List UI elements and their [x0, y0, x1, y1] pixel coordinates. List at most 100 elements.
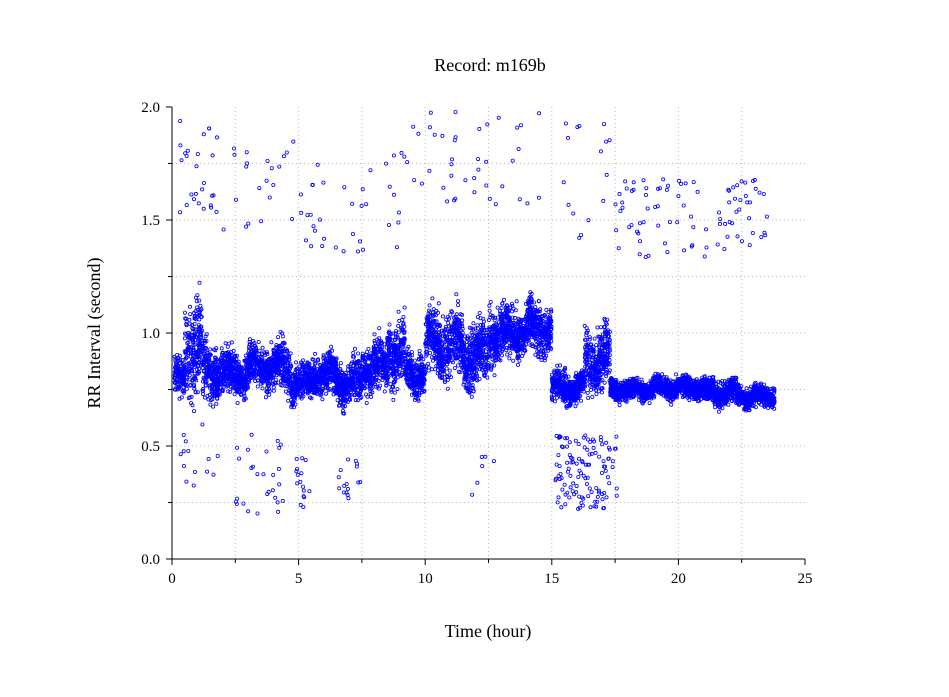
- rr-data-point: [278, 382, 283, 387]
- rr-data-point: [207, 383, 212, 388]
- rr-data-point: [280, 331, 285, 336]
- rr-data-point: [293, 370, 298, 375]
- rr-data-point: [188, 312, 193, 317]
- rr-data-point: [514, 299, 519, 304]
- rr-data-point: [220, 387, 225, 392]
- rr-data-point: [471, 321, 476, 326]
- rr-data-point: [179, 395, 184, 400]
- rr-data-point: [252, 362, 257, 367]
- rr-data-point: [284, 354, 289, 359]
- rr-data-point: [195, 371, 200, 376]
- rr-data-point: [417, 349, 422, 354]
- rr-data-point: [236, 359, 241, 364]
- rr-data-point: [186, 345, 191, 350]
- rr-data-point: [281, 379, 286, 384]
- rr-data-point: [262, 372, 267, 377]
- rr-data-point: [430, 296, 435, 301]
- rr-data-point: [368, 394, 373, 399]
- rr-data-point: [188, 382, 193, 387]
- rr-data-point: [253, 358, 258, 363]
- rr-data-point: [279, 362, 284, 367]
- rr-data-point: [487, 308, 492, 313]
- rr-data-point: [213, 355, 218, 360]
- rr-data-point: [392, 390, 397, 395]
- rr-data-point: [214, 374, 219, 379]
- rr-data-point: [250, 360, 255, 365]
- rr-data-point: [218, 385, 223, 390]
- rr-data-point: [281, 377, 286, 382]
- rr-data-point: [184, 382, 189, 387]
- rr-data-point: [520, 353, 525, 358]
- rr-data-point: [182, 336, 187, 341]
- rr-data-point: [282, 349, 287, 354]
- rr-data-point: [431, 307, 436, 312]
- rr-data-point: [207, 352, 212, 357]
- rr-data-point: [281, 340, 286, 345]
- rr-data-point: [259, 377, 264, 382]
- rr-data-point: [447, 368, 452, 373]
- rr-data-point: [184, 375, 189, 380]
- rr-data-point: [247, 379, 252, 384]
- rr-data-point: [234, 366, 239, 371]
- rr-data-point: [235, 400, 240, 405]
- rr-data-point: [507, 356, 512, 361]
- rr-data-point: [193, 316, 198, 321]
- rr-data-point: [214, 346, 219, 351]
- rr-data-point: [225, 374, 230, 379]
- rr-data-point: [445, 386, 450, 391]
- rr-data-point: [265, 351, 270, 356]
- rr-data-point: [273, 377, 278, 382]
- rr-data-point: [192, 321, 197, 326]
- rr-data-point: [495, 305, 500, 310]
- rr-data-point: [251, 369, 256, 374]
- rr-data-point: [247, 342, 252, 347]
- rr-data-point: [244, 385, 249, 390]
- rr-data-point: [193, 390, 198, 395]
- rr-data-point: [287, 354, 292, 359]
- rr-data-point: [194, 317, 199, 322]
- rr-data-point: [182, 310, 187, 315]
- rr-data-point: [190, 322, 195, 327]
- rr-data-point: [260, 345, 265, 350]
- rr-data-point: [176, 373, 181, 378]
- rr-data-point: [209, 389, 214, 394]
- rr-data-point: [225, 350, 230, 355]
- rr-data-point: [178, 361, 183, 366]
- rr-data-point: [511, 358, 516, 363]
- rr-data-point: [269, 340, 274, 345]
- rr-data-point: [213, 357, 218, 362]
- rr-data-point: [177, 379, 182, 384]
- rr-data-point: [338, 361, 343, 366]
- rr-data-point: [183, 351, 188, 356]
- rr-data-point: [269, 370, 274, 375]
- rr-data-point: [214, 392, 219, 397]
- rr-data-point: [272, 372, 277, 377]
- rr-data-point: [242, 396, 247, 401]
- rr-data-point: [187, 336, 192, 341]
- rr-data-point: [436, 301, 441, 306]
- rr-data-point: [324, 391, 329, 396]
- rr-data-point: [329, 344, 334, 349]
- rr-data-point: [505, 352, 510, 357]
- rr-data-point: [241, 391, 246, 396]
- rr-data-point: [266, 381, 271, 386]
- rr-data-point: [351, 350, 356, 355]
- rr-data-point: [187, 332, 192, 337]
- rr-data-point: [235, 388, 240, 393]
- rr-data-point: [201, 392, 206, 397]
- rr-data-point: [236, 362, 241, 367]
- rr-data-point: [258, 354, 263, 359]
- rr-data-point: [252, 343, 257, 348]
- rr-data-point: [320, 397, 325, 402]
- rr-data-point: [195, 305, 200, 310]
- rr-data-point: [220, 361, 225, 366]
- rr-data-point: [265, 364, 270, 369]
- rr-data-point: [201, 369, 206, 374]
- rr-data-point: [225, 373, 230, 378]
- rr-data-point: [211, 381, 216, 386]
- rr-data-point: [209, 360, 214, 365]
- rr-data-point: [223, 381, 228, 386]
- rr-data-point: [192, 386, 197, 391]
- rr-data-point: [487, 303, 492, 308]
- rr-data-point: [226, 389, 231, 394]
